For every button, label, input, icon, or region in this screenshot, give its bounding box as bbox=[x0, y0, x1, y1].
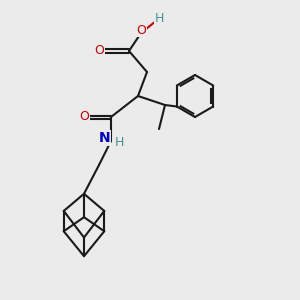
Text: N: N bbox=[99, 131, 110, 145]
Text: H: H bbox=[115, 136, 124, 149]
Text: O: O bbox=[136, 23, 146, 37]
Text: O: O bbox=[80, 110, 89, 124]
Text: O: O bbox=[95, 44, 104, 58]
Text: H: H bbox=[154, 11, 164, 25]
